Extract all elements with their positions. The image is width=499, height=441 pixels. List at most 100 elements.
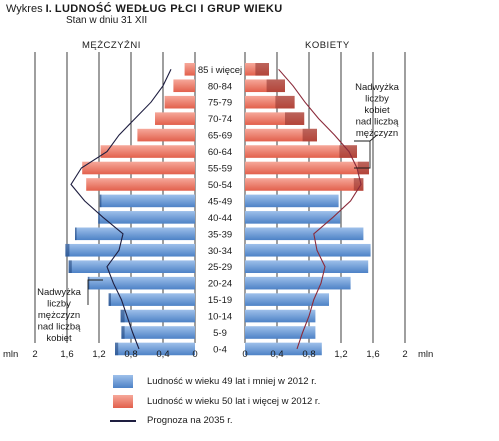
side-label-women: KOBIETY (305, 40, 350, 51)
bar-men (120, 309, 195, 323)
bar-women-excess (339, 145, 357, 158)
age-label: 20-24 (208, 279, 232, 290)
annotation-men-excess-line: kobiet (46, 333, 72, 344)
age-label: 0-4 (213, 344, 227, 355)
bar-men-excess (120, 309, 125, 323)
tick-label-left: 0 (192, 349, 197, 360)
chart-title: Wykres I. LUDNOŚĆ WEDŁUG PŁCI I GRUP WIE… (6, 3, 283, 15)
bar-women-excess (353, 178, 364, 191)
bar-women-excess (266, 79, 285, 93)
legend-item-under-49: Ludność w wieku 49 lat i mniej w 2012 r. (113, 375, 317, 388)
age-label-bg (196, 144, 244, 161)
age-label-bg (196, 193, 244, 211)
bar-men (86, 178, 195, 191)
bar-women (245, 227, 364, 241)
age-label-bg (196, 111, 244, 128)
bar-men (98, 211, 195, 224)
annotation-men-excess-line: mężczyzn (38, 310, 80, 321)
bar-men-excess (115, 342, 119, 356)
tick-label-left: 1,6 (60, 349, 73, 360)
age-label: 55-59 (208, 164, 232, 175)
age-label-bg (196, 308, 244, 326)
bar-women (245, 145, 357, 158)
age-label: 30-34 (208, 246, 232, 257)
bar-women (245, 260, 369, 273)
bar-men (65, 243, 196, 257)
age-label: 5-9 (213, 328, 227, 339)
age-label: 15-19 (208, 295, 232, 306)
bar-women (245, 211, 341, 224)
age-label-bg (196, 341, 244, 359)
age-label-bg (196, 127, 244, 145)
bar-women (245, 243, 371, 257)
bar-men (68, 260, 195, 273)
age-label-bg (196, 242, 244, 260)
bar-men-excess (108, 293, 111, 306)
bar-women-excess (255, 63, 269, 76)
age-label: 40-44 (208, 213, 232, 224)
bar-men-excess (75, 227, 77, 241)
forecast-line-women (278, 68, 362, 350)
bar-men-excess (68, 260, 72, 273)
age-label-bg (196, 226, 244, 243)
annotation-bracket-right (354, 140, 371, 169)
annotation-women-excess-line: nad liczbą (356, 117, 399, 128)
bar-men (99, 194, 195, 208)
bar-men (115, 342, 195, 356)
bar-men (87, 276, 195, 290)
axis-unit-left: mln (3, 349, 18, 360)
tick-label-right: 1,2 (334, 349, 347, 360)
forecast-line-men (70, 69, 172, 350)
bar-men-excess (121, 326, 125, 339)
age-label-bg (196, 78, 244, 95)
age-label-bg (196, 210, 244, 227)
age-label: 50-54 (208, 180, 232, 191)
title-label: Wykres (6, 3, 43, 15)
bar-women-excess (302, 128, 317, 142)
age-label-bg (196, 292, 244, 309)
age-label: 80-84 (208, 81, 232, 92)
bar-women (245, 293, 329, 306)
tick-label-right: 0,8 (302, 349, 315, 360)
bar-women (245, 326, 316, 339)
bar-men (108, 293, 195, 306)
age-label: 10-14 (208, 312, 232, 323)
chart-subtitle: Stan w dniu 31 XII (66, 15, 148, 26)
age-label: 70-74 (208, 114, 232, 125)
legend-item-over-50: Ludność w wieku 50 lat i więcej w 2012 r… (113, 395, 320, 408)
tick-label-left: 0,8 (124, 349, 137, 360)
annotation-women-excess-line: mężczyzn (356, 128, 398, 139)
tick-label-left: 0,4 (156, 349, 169, 360)
age-label-bg (196, 160, 244, 178)
title-number: I. (45, 3, 52, 15)
axis-unit-right: mln (418, 349, 433, 360)
legend-item-forecast: Prognoza na 2035 r. (110, 415, 233, 426)
legend-swatch-red (113, 395, 133, 408)
tick-label-left: 2 (32, 349, 37, 360)
legend-swatch-blue (113, 375, 133, 388)
annotation-bracket-left (87, 279, 103, 305)
bar-women (245, 276, 351, 290)
bar-men-excess (99, 194, 102, 208)
annotation-pointer-right (369, 134, 378, 142)
bar-men-excess (87, 276, 90, 290)
bar-women (245, 309, 316, 323)
tick-label-right: 1,6 (366, 349, 379, 360)
bar-women (245, 194, 339, 208)
annotation-women-excess-line: liczby (365, 94, 389, 105)
annotation-women-excess-line: kobiet (364, 105, 390, 116)
age-label: 75-79 (208, 98, 232, 109)
age-label: 65-69 (208, 131, 232, 142)
annotation-men-excess-line: nad liczbą (38, 322, 81, 333)
tick-label-left: 1,2 (92, 349, 105, 360)
annotation-men-excess-line: Nadwyżka (37, 287, 82, 298)
bar-men (75, 227, 195, 241)
annotation-women-excess-line: Nadwyżka (355, 82, 400, 93)
legend-label-under-49: Ludność w wieku 49 lat i mniej w 2012 r. (147, 376, 317, 387)
age-label: 60-64 (208, 147, 232, 158)
bar-women (245, 342, 322, 356)
bar-men (82, 161, 195, 175)
age-label-bg (196, 62, 244, 79)
